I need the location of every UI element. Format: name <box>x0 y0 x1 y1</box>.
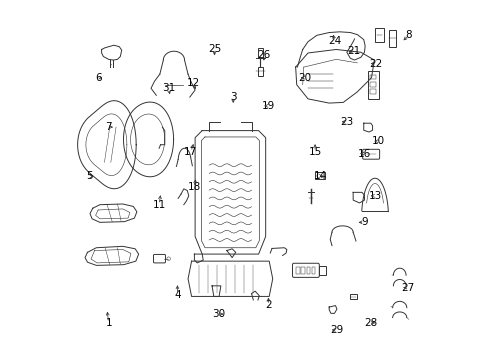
Text: 5: 5 <box>86 171 92 181</box>
Text: 16: 16 <box>357 149 370 158</box>
Text: 30: 30 <box>212 309 225 319</box>
Bar <box>367 71 378 99</box>
Text: 4: 4 <box>174 290 181 300</box>
Text: 1: 1 <box>105 318 112 328</box>
Bar <box>349 294 357 299</box>
Text: 19: 19 <box>262 101 275 111</box>
Bar <box>374 28 383 42</box>
Text: 25: 25 <box>207 45 221 54</box>
Text: 11: 11 <box>152 200 165 210</box>
Text: 13: 13 <box>367 191 381 201</box>
Bar <box>369 89 375 94</box>
Bar <box>301 267 304 274</box>
Bar <box>295 267 299 274</box>
Text: 27: 27 <box>400 283 413 293</box>
Text: 23: 23 <box>340 117 353 127</box>
Text: 14: 14 <box>313 171 326 181</box>
Bar <box>311 267 315 274</box>
Text: 18: 18 <box>187 182 201 192</box>
Text: 9: 9 <box>361 217 367 227</box>
Text: 24: 24 <box>327 36 341 46</box>
Text: 15: 15 <box>308 147 321 157</box>
Bar <box>369 82 375 86</box>
Bar <box>257 67 263 76</box>
Bar <box>306 267 309 274</box>
Text: 10: 10 <box>371 136 385 146</box>
Text: 21: 21 <box>346 46 360 56</box>
Text: 8: 8 <box>405 30 411 40</box>
Text: 2: 2 <box>264 300 271 310</box>
Text: 17: 17 <box>184 147 197 157</box>
Text: 22: 22 <box>368 59 382 68</box>
Bar <box>388 30 395 47</box>
Text: 28: 28 <box>364 318 377 328</box>
Text: 31: 31 <box>162 83 175 93</box>
Text: 20: 20 <box>298 73 311 83</box>
Text: 3: 3 <box>229 92 236 102</box>
Bar <box>314 172 324 179</box>
Bar <box>369 75 375 80</box>
Text: 12: 12 <box>186 78 200 88</box>
Text: 6: 6 <box>95 73 101 83</box>
Bar <box>257 48 263 58</box>
Text: 26: 26 <box>257 50 270 60</box>
Bar <box>318 266 325 275</box>
Text: 29: 29 <box>329 325 343 335</box>
Text: 7: 7 <box>105 122 112 132</box>
